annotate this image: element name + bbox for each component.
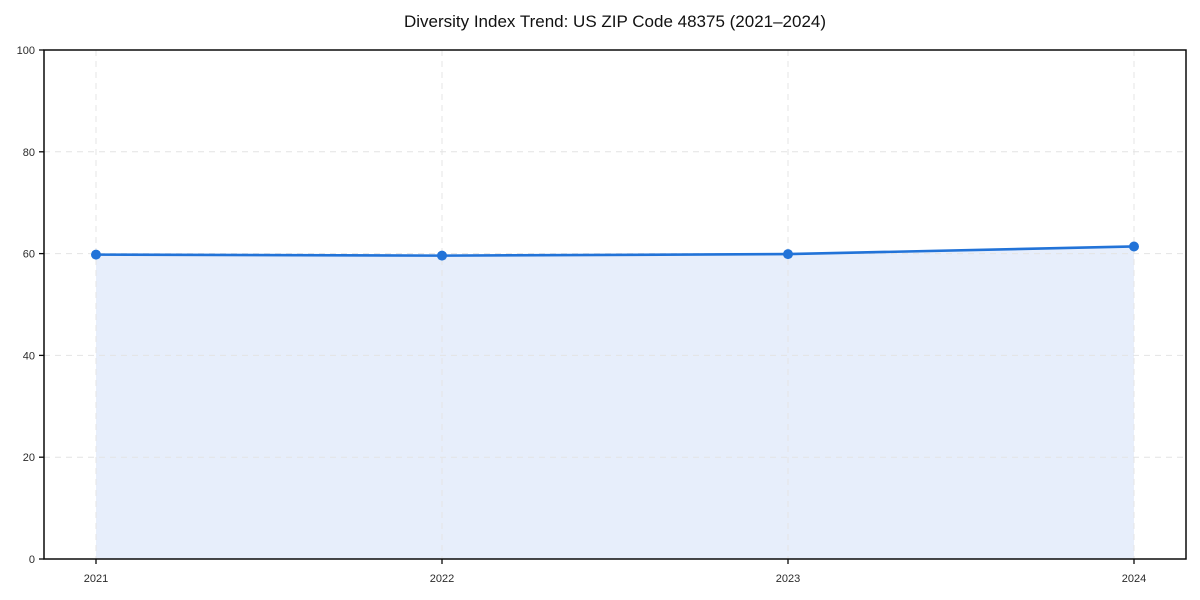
x-tick-label: 2022	[430, 573, 454, 585]
trend-line	[94, 245, 1136, 257]
data-point-marker	[91, 249, 101, 260]
y-tick-label: 80	[23, 147, 35, 159]
area-fill	[96, 246, 1134, 559]
chart-title: Diversity Index Trend: US ZIP Code 48375…	[403, 12, 827, 31]
x-tick-label: 2024	[1122, 573, 1146, 585]
y-tick-label: 60	[23, 249, 35, 261]
y-tick-label: 40	[23, 350, 35, 362]
y-tick-label: 20	[23, 452, 35, 464]
plot-frame	[43, 49, 1187, 560]
y-tick-label: 0	[29, 554, 35, 566]
data-point-marker	[783, 249, 793, 260]
data-point-marker	[1129, 241, 1139, 252]
x-tick-label: 2021	[84, 573, 108, 585]
data-point-marker	[437, 250, 447, 261]
x-tick-label: 2023	[776, 573, 800, 585]
y-tick-label: 100	[17, 45, 35, 57]
